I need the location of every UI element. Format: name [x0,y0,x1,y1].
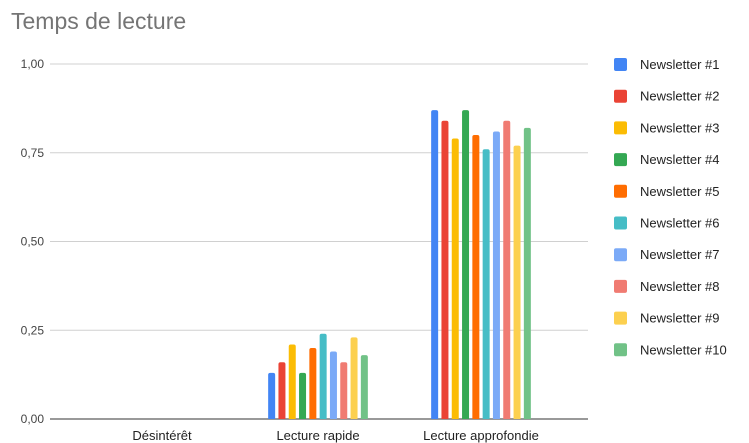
legend-swatch [614,121,627,135]
bar[interactable] [441,120,449,420]
bars [268,110,531,420]
legend-label: Newsletter #10 [640,342,727,357]
bar[interactable] [278,362,286,419]
legend-swatch [614,279,627,293]
legend-item[interactable]: Newsletter #4 [614,152,719,167]
legend-swatch [614,89,627,103]
x-category-label: Désintérêt [132,428,192,443]
legend-label: Newsletter #6 [640,216,719,231]
chart-title: Temps de lecture [11,8,187,34]
legend-item[interactable]: Newsletter #2 [614,89,719,104]
legend-label: Newsletter #9 [640,311,719,326]
bar[interactable] [360,355,368,419]
bar[interactable] [503,120,511,420]
bar[interactable] [523,127,531,420]
bar[interactable] [288,344,296,419]
legend-item[interactable]: Newsletter #9 [614,311,719,326]
bar[interactable] [329,351,337,419]
bar[interactable] [462,110,470,420]
y-tick-label: 0,75 [21,146,45,160]
bar[interactable] [319,333,327,419]
legend-swatch [614,153,627,167]
y-axis-ticks: 0,00 0,25 0,50 0,75 1,00 [21,57,45,426]
legend-swatch [614,58,627,71]
legend-label: Newsletter #4 [640,152,719,167]
bar[interactable] [451,138,459,420]
legend-label: Newsletter #2 [640,89,719,104]
legend-item[interactable]: Newsletter #10 [614,342,727,357]
legend-label: Newsletter #8 [640,279,719,294]
legend-label: Newsletter #7 [640,247,719,262]
bar[interactable] [431,110,439,420]
legend-label: Newsletter #3 [640,120,719,135]
bar[interactable] [492,131,500,419]
legend-label: Newsletter #1 [640,57,719,72]
y-tick-label: 0,00 [21,412,45,426]
legend[interactable]: Newsletter #1 Newsletter #2 Newsletter #3 N… [614,57,727,357]
y-tick-label: 0,50 [21,235,45,249]
legend-item[interactable]: Newsletter #6 [614,216,719,231]
legend-swatch [614,311,627,325]
legend-item[interactable]: Newsletter #5 [614,184,719,199]
legend-swatch [614,248,627,262]
legend-swatch [614,184,627,198]
x-category-label: Lecture approfondie [423,428,539,443]
bar[interactable] [482,149,490,419]
y-tick-label: 1,00 [21,57,45,71]
x-category-label: Lecture rapide [276,428,359,443]
y-tick-label: 0,25 [21,323,45,337]
legend-item[interactable]: Newsletter #7 [614,247,719,262]
bar[interactable] [340,362,348,419]
legend-item[interactable]: Newsletter #3 [614,120,719,135]
legend-label: Newsletter #5 [640,184,719,199]
legend-swatch [614,216,627,230]
legend-item[interactable]: Newsletter #8 [614,279,719,294]
bar[interactable] [268,372,276,419]
legend-swatch [614,343,627,357]
bar[interactable] [472,135,480,419]
bar[interactable] [309,348,317,419]
bar[interactable] [513,145,521,419]
x-axis-categories: Désintérêt Lecture rapide Lecture approfon… [132,428,538,443]
bar[interactable] [350,337,358,419]
legend-item[interactable]: Newsletter #1 [614,57,719,72]
bar[interactable] [299,372,307,419]
